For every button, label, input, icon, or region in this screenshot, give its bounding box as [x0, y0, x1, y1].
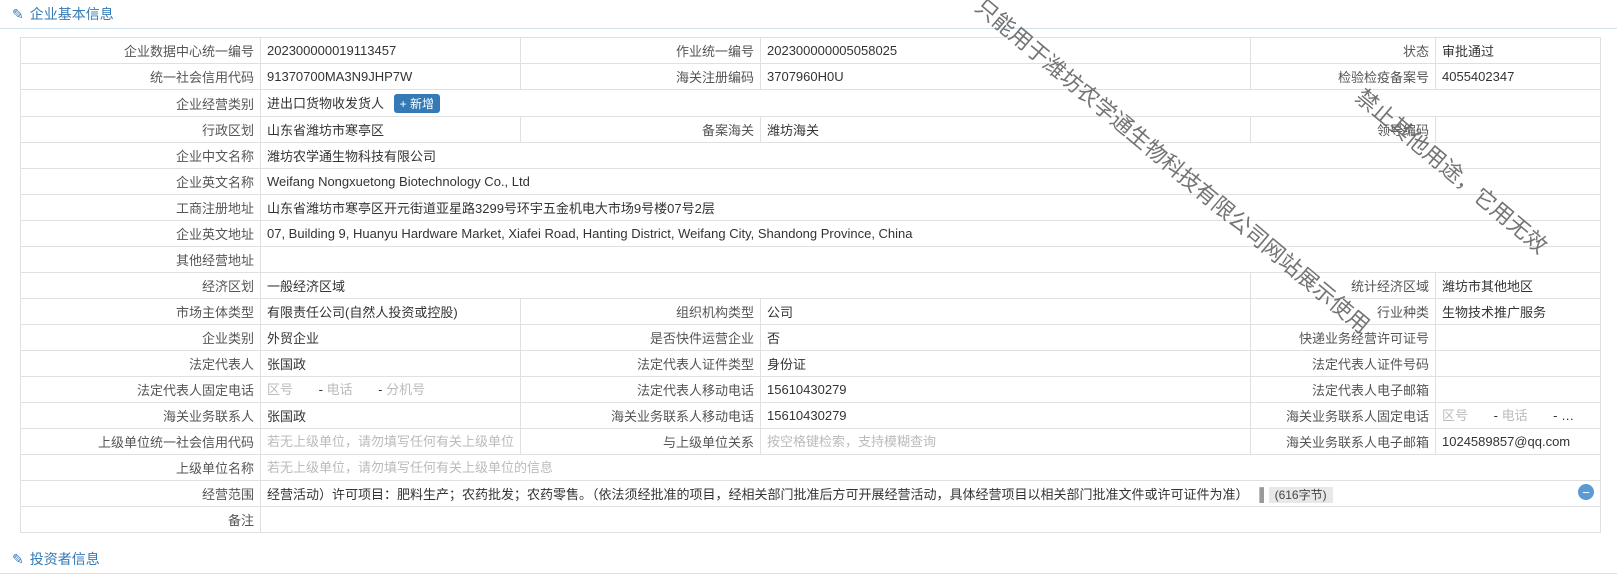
label-legal-id-type: 法定代表人证件类型 — [521, 351, 761, 377]
value-industry: 生物技术推广服务 — [1436, 299, 1601, 325]
label-remarks: 备注 — [21, 507, 261, 533]
label-data-center-code: 企业数据中心统一编号 — [21, 38, 261, 64]
value-legal-phone: - - — [261, 377, 521, 403]
investor-info-header[interactable]: ✎ 投资者信息 — [0, 545, 1617, 574]
label-legal-phone: 法定代表人固定电话 — [21, 377, 261, 403]
investor-info-title: 投资者信息 — [30, 549, 100, 569]
label-customs-contact-phone: 海关业务联系人固定电话 — [1251, 403, 1436, 429]
label-parent-name: 上级单位名称 — [21, 455, 261, 481]
value-customs-contact-email: 1024589857@qq.com — [1436, 429, 1601, 455]
customs-phone-tel-input[interactable] — [1502, 408, 1550, 423]
basic-info-table: 企业数据中心统一编号 202300000019113457 作业统一编号 202… — [20, 37, 1601, 533]
value-status: 审批通过 — [1436, 38, 1601, 64]
value-legal-id-no — [1436, 351, 1601, 377]
customs-phone-area-input[interactable] — [1442, 408, 1490, 423]
edit-icon: ✎ — [12, 6, 24, 23]
label-customs-contact: 海关业务联系人 — [21, 403, 261, 429]
label-en-name: 企业英文名称 — [21, 169, 261, 195]
label-customs-contact-email: 海关业务联系人电子邮箱 — [1251, 429, 1436, 455]
legal-phone-tel-input[interactable] — [327, 382, 375, 397]
label-econ-zone: 经济区划 — [21, 273, 261, 299]
remove-biz-scope-button[interactable]: − — [1578, 484, 1594, 500]
label-customs-reg-code: 海关注册编码 — [521, 64, 761, 90]
value-customs-contact-phone: - - — [1436, 403, 1601, 429]
label-legal-rep: 法定代表人 — [21, 351, 261, 377]
value-remarks — [261, 507, 1601, 533]
parent-uscc-input[interactable] — [267, 434, 514, 449]
label-biz-category: 企业经营类别 — [21, 90, 261, 117]
label-leader-code: 领导编码 — [1251, 117, 1436, 143]
value-biz-category: 进出口货物收发货人 + 新增 — [261, 90, 1601, 117]
label-parent-relation: 与上级单位关系 — [521, 429, 761, 455]
label-org-type: 组织机构类型 — [521, 299, 761, 325]
label-stat-econ-zone: 统计经济区域 — [1251, 273, 1436, 299]
label-status: 状态 — [1251, 38, 1436, 64]
value-ent-category: 外贸企业 — [261, 325, 521, 351]
label-express-license: 快递业务经营许可证号 — [1251, 325, 1436, 351]
value-record-customs: 潍坊海关 — [761, 117, 1251, 143]
value-express-license — [1436, 325, 1601, 351]
label-is-express: 是否快件运营企业 — [521, 325, 761, 351]
label-legal-id-no: 法定代表人证件号码 — [1251, 351, 1436, 377]
value-stat-econ-zone: 潍坊市其他地区 — [1436, 273, 1601, 299]
label-industry: 行业种类 — [1251, 299, 1436, 325]
biz-category-text: 进出口货物收发货人 — [267, 96, 384, 111]
label-biz-scope: 经营范围 — [21, 481, 261, 507]
label-work-code: 作业统一编号 — [521, 38, 761, 64]
value-legal-rep: 张国政 — [261, 351, 521, 377]
value-admin-div: 山东省潍坊市寒亭区 — [261, 117, 521, 143]
add-biz-category-button[interactable]: + 新增 — [394, 94, 440, 113]
value-org-type: 公司 — [761, 299, 1251, 325]
value-customs-contact: 张国政 — [261, 403, 521, 429]
label-legal-mobile: 法定代表人移动电话 — [521, 377, 761, 403]
label-admin-div: 行政区划 — [21, 117, 261, 143]
value-customs-reg-code: 3707960H0U — [761, 64, 1251, 90]
label-customs-contact-mobile: 海关业务联系人移动电话 — [521, 403, 761, 429]
legal-phone-ext-input[interactable] — [386, 382, 434, 397]
value-reg-addr-en: 07, Building 9, Huanyu Hardware Market, … — [261, 221, 1601, 247]
label-market-type: 市场主体类型 — [21, 299, 261, 325]
value-other-addr — [261, 247, 1601, 273]
label-record-customs: 备案海关 — [521, 117, 761, 143]
value-data-center-code: 202300000019113457 — [261, 38, 521, 64]
parent-relation-input[interactable] — [767, 434, 1244, 449]
value-econ-zone: 一般经济区域 — [261, 273, 1251, 299]
value-is-express: 否 — [761, 325, 1251, 351]
value-legal-id-type: 身份证 — [761, 351, 1251, 377]
label-quarantine-code: 检验检疫备案号 — [1251, 64, 1436, 90]
value-legal-mobile: 15610430279 — [761, 377, 1251, 403]
label-ent-category: 企业类别 — [21, 325, 261, 351]
edit-icon: ✎ — [12, 551, 24, 568]
value-customs-contact-mobile: 15610430279 — [761, 403, 1251, 429]
value-leader-code — [1436, 117, 1601, 143]
value-reg-addr-cn: 山东省潍坊市寒亭区开元街道亚星路3299号环宇五金机电大市场9号楼07号2层 — [261, 195, 1601, 221]
value-legal-email — [1436, 377, 1601, 403]
value-cn-name: 潍坊农学通生物科技有限公司 — [261, 143, 1601, 169]
customs-phone-ext-input[interactable] — [1561, 408, 1600, 423]
value-en-name: Weifang Nongxuetong Biotechnology Co., L… — [261, 169, 1601, 195]
value-market-type: 有限责任公司(自然人投资或控股) — [261, 299, 521, 325]
label-uscc: 统一社会信用代码 — [21, 64, 261, 90]
parent-name-input[interactable] — [267, 460, 1594, 475]
biz-scope-text: 经营活动）许可项目：肥料生产；农药批发；农药零售。（依法须经批准的项目，经相关部… — [267, 487, 1249, 502]
label-legal-email: 法定代表人电子邮箱 — [1251, 377, 1436, 403]
basic-info-header[interactable]: ✎ 企业基本信息 — [0, 0, 1617, 29]
value-uscc: 91370700MA3N9JHP7W — [261, 64, 521, 90]
value-parent-relation — [761, 429, 1251, 455]
value-work-code: 202300000005058025 — [761, 38, 1251, 64]
label-other-addr: 其他经营地址 — [21, 247, 261, 273]
value-quarantine-code: 4055402347 — [1436, 64, 1601, 90]
label-cn-name: 企业中文名称 — [21, 143, 261, 169]
value-biz-scope: 经营活动）许可项目：肥料生产；农药批发；农药零售。（依法须经批准的项目，经相关部… — [261, 481, 1601, 507]
label-parent-uscc: 上级单位统一社会信用代码 — [21, 429, 261, 455]
legal-phone-area-input[interactable] — [267, 382, 315, 397]
value-parent-name — [261, 455, 1601, 481]
byte-count-badge: (616字节) — [1269, 487, 1333, 503]
basic-info-title: 企业基本信息 — [30, 4, 114, 24]
label-reg-addr-cn: 工商注册地址 — [21, 195, 261, 221]
label-reg-addr-en: 企业英文地址 — [21, 221, 261, 247]
value-parent-uscc — [261, 429, 521, 455]
